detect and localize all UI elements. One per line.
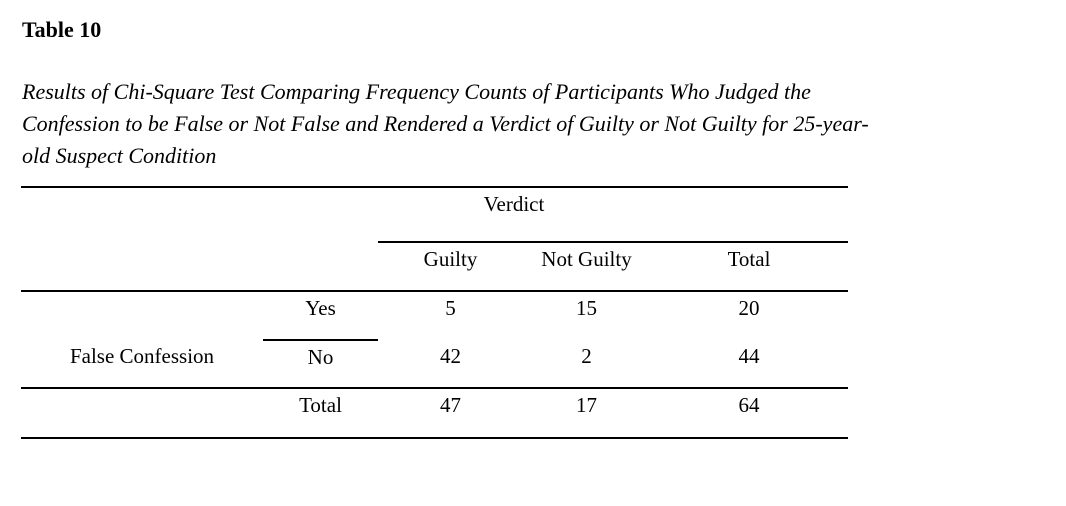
- caption-line-2: Confession to be False or Not False and …: [22, 111, 869, 136]
- column-header-not-guilty: Not Guilty: [523, 242, 650, 292]
- spacer-cell: [21, 388, 263, 439]
- column-header-guilty: Guilty: [378, 242, 523, 292]
- column-header-row: Guilty Not Guilty Total: [21, 242, 848, 292]
- spacer-cell: [263, 242, 378, 292]
- table-caption: Results of Chi-Square Test Comparing Fre…: [22, 76, 869, 172]
- caption-line-1: Results of Chi-Square Test Comparing Fre…: [22, 79, 811, 104]
- table-row-total: Total 47 17 64: [21, 388, 848, 439]
- row-stub-total: Total: [263, 388, 378, 439]
- cell-no-total: 44: [650, 340, 848, 389]
- row-group-label: False Confession: [21, 340, 263, 389]
- cell-yes-total: 20: [738, 296, 760, 320]
- chi-square-table: Verdict Guilty Not Guilty Total Yes 5 15…: [21, 186, 848, 439]
- cell-total-total: 64: [650, 388, 848, 439]
- cell-no-guilty: 42: [378, 340, 523, 389]
- row-stub-no: No: [263, 340, 378, 389]
- spacer-cell: [650, 187, 848, 243]
- table-row-no: False Confession No 42 2 44: [21, 340, 848, 389]
- cell-no-not-guilty: 2: [523, 340, 650, 389]
- table-label: Table 10: [22, 17, 102, 42]
- verdict-spanner: Verdict: [378, 187, 650, 243]
- row-stub-yes: Yes: [263, 291, 378, 341]
- caption-line-3: old Suspect Condition: [22, 143, 217, 168]
- spacer-cell: [21, 242, 263, 292]
- cell-yes-guilty: 5: [445, 296, 456, 320]
- cell-total-not-guilty: 17: [523, 388, 650, 439]
- column-header-total: Total: [650, 242, 848, 292]
- spacer-cell: [21, 187, 378, 242]
- cell-yes-not-guilty: 15: [576, 296, 597, 320]
- cell-total-guilty: 47: [378, 388, 523, 439]
- spacer-cell: [21, 291, 263, 340]
- table-row-yes: Yes 5 15 20: [21, 291, 848, 341]
- verdict-spanner-row: Verdict: [21, 187, 848, 243]
